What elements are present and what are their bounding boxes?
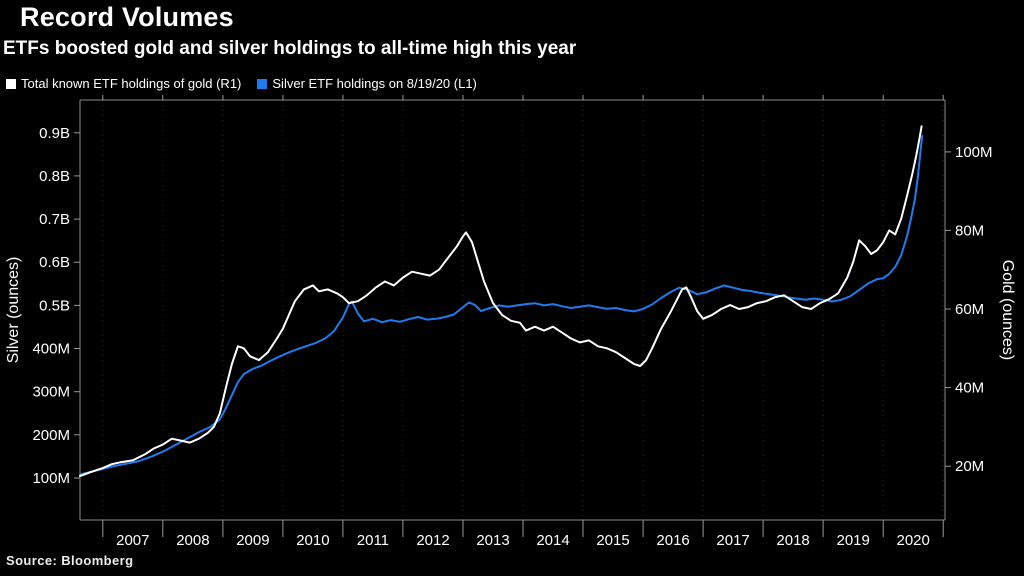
- y-tick-label-right: 100M: [955, 144, 993, 161]
- y-tick-label-left: 400M: [32, 341, 70, 358]
- chart-title: Record Volumes: [20, 2, 234, 32]
- y-tick-label-left: 200M: [32, 427, 70, 444]
- source-note: Source: Bloomberg: [6, 553, 134, 568]
- x-tick-label: 2013: [476, 532, 509, 549]
- silver-series-swatch: [257, 78, 268, 89]
- y-tick-label-right: 20M: [955, 458, 984, 475]
- x-tick-label: 2019: [837, 532, 870, 549]
- y-tick-label-left: 0.5B: [39, 297, 70, 314]
- y-tick-label-left: 0.7B: [39, 211, 70, 228]
- silver-series-line: [79, 134, 924, 476]
- y-tick-label-left: 0.9B: [39, 125, 70, 142]
- legend-item-gold: Total known ETF holdings of gold (R1): [6, 76, 241, 91]
- legend-label-silver: Silver ETF holdings on 8/19/20 (L1): [272, 76, 477, 91]
- x-tick-label: 2012: [416, 532, 449, 549]
- legend-label-gold: Total known ETF holdings of gold (R1): [21, 76, 242, 91]
- x-tick-label: 2016: [656, 532, 689, 549]
- x-tick-label: 2014: [536, 532, 569, 549]
- legend: Total known ETF holdings of gold (R1) Si…: [6, 76, 477, 91]
- x-tick-label: 2009: [236, 532, 269, 549]
- y-tick-label-left: 100M: [32, 470, 70, 487]
- x-tick-label: 2011: [357, 532, 389, 549]
- legend-item-silver: Silver ETF holdings on 8/19/20 (L1): [257, 76, 477, 91]
- x-tick-label: 2020: [897, 532, 930, 549]
- x-tick-label: 2010: [296, 532, 329, 549]
- y-tick-label-left: 300M: [32, 384, 70, 401]
- x-tick-label: 2007: [116, 532, 149, 549]
- x-tick-label: 2018: [776, 532, 809, 549]
- y-tick-label-left: 0.6B: [39, 254, 70, 271]
- y-tick-label-right: 40M: [955, 380, 984, 397]
- y-tick-label-right: 60M: [955, 301, 984, 318]
- x-tick-label: 2015: [596, 532, 629, 549]
- gold-series-line: [79, 125, 923, 477]
- gold-series-swatch: [6, 78, 16, 89]
- x-tick-label: 2017: [716, 532, 749, 549]
- chart-subtitle: ETFs boosted gold and silver holdings to…: [3, 38, 577, 59]
- x-tick-label: 2008: [176, 532, 209, 549]
- y-tick-label-right: 80M: [955, 222, 984, 239]
- y-tick-label-left: 0.8B: [39, 168, 70, 185]
